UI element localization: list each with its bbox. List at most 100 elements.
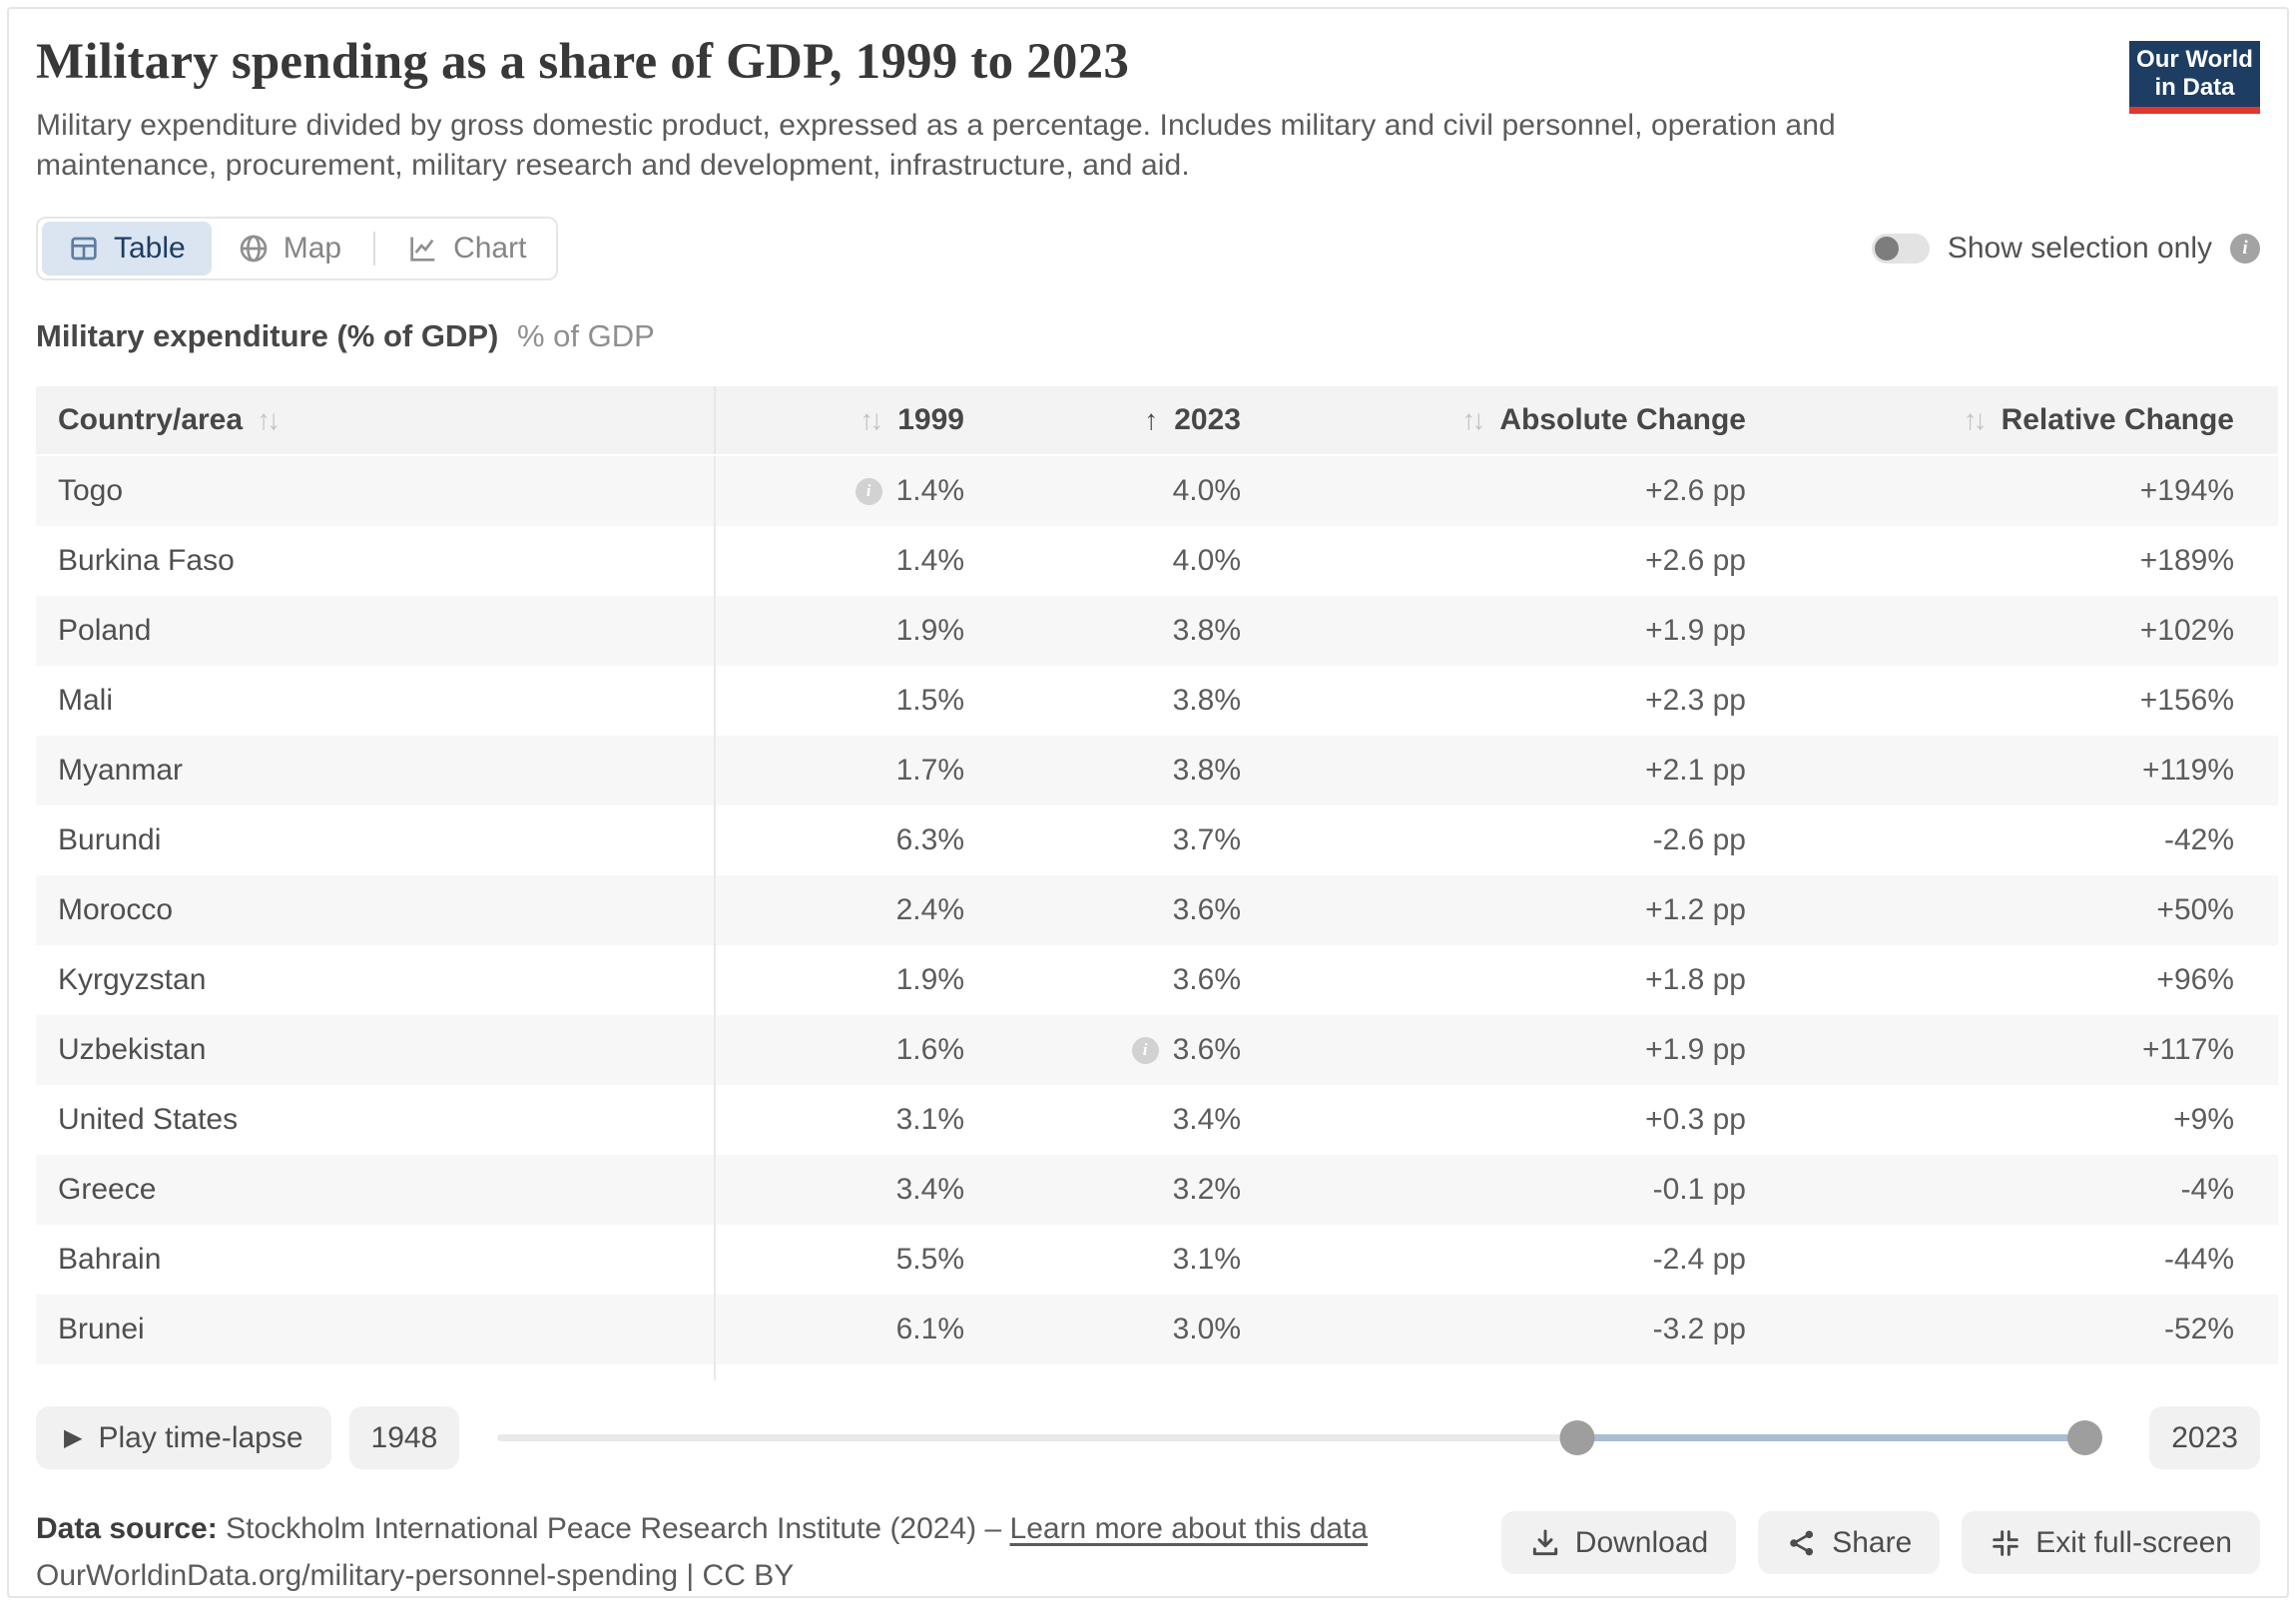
cell-relative-change: +117% — [1756, 1015, 2262, 1085]
table-row[interactable]: Mali 1.5% 3.8% +2.3 pp +156% — [36, 666, 2278, 737]
cell-2023: 3.7% — [974, 805, 1251, 875]
view-tab-group: Table Map Chart — [36, 217, 559, 281]
line-chart-icon — [410, 238, 435, 263]
column-header-2023-label: 2023 — [1174, 403, 1241, 437]
owid-logo[interactable]: Our World in Data — [2129, 41, 2260, 114]
cell-2023: 3.6% — [974, 945, 1251, 1015]
cell-absolute-change-value: +1.9 pp — [1645, 1033, 1746, 1067]
end-year-box[interactable]: 2023 — [2149, 1406, 2260, 1470]
cell-country-value: Bahrain — [58, 1243, 162, 1277]
cell-country: Brunei — [36, 1295, 716, 1365]
cell-country-value: Burkina Faso — [58, 544, 235, 578]
share-icon — [1790, 1530, 1814, 1556]
tab-table[interactable]: Table — [42, 222, 212, 276]
cell-absolute-change-value: +0.3 pp — [1645, 1103, 1746, 1137]
cell-1999-value: 3.1% — [895, 1103, 964, 1137]
cell-relative-change: -52% — [1756, 1295, 2262, 1364]
table-row[interactable]: Myanmar 1.7% 3.8% +2.1 pp +119% — [36, 736, 2278, 806]
cell-2023-value: 3.1% — [1172, 1243, 1241, 1277]
table-row[interactable]: Morocco 2.4% 3.6% +1.2 pp +50% — [36, 875, 2278, 946]
cell-relative-change-value: +96% — [2156, 963, 2234, 997]
learn-more-link[interactable]: Learn more about this data — [1009, 1512, 1369, 1546]
table-row[interactable]: Burkina Faso 1.4% 4.0% +2.6 pp +189% — [36, 526, 2278, 597]
cell-absolute-change: +1.2 pp — [1251, 875, 1756, 945]
cell-1999: 1.9% — [716, 596, 974, 666]
cell-1999: i 1.4% — [716, 456, 974, 526]
cell-relative-change: +102% — [1756, 596, 2262, 666]
slider-handle-end[interactable] — [2067, 1420, 2103, 1456]
cell-relative-change: -42% — [1756, 805, 2262, 875]
play-timelapse-button[interactable]: ▶ Play time-lapse — [36, 1406, 331, 1470]
cell-country-value: Brunei — [58, 1313, 145, 1346]
sort-icon: ↑↓ — [1963, 404, 1988, 436]
cell-country: Uzbekistan — [36, 1015, 716, 1086]
cell-2023-value: 3.2% — [1172, 1173, 1241, 1207]
cell-2023-value: 3.0% — [1172, 1313, 1241, 1346]
sort-icon: ↑↓ — [257, 404, 281, 436]
cell-1999-value: 1.9% — [895, 614, 964, 648]
info-icon[interactable]: i — [1131, 1036, 1159, 1064]
table-row[interactable]: Togo i 1.4% 4.0% +2.6 pp +194% — [36, 456, 2278, 527]
show-selection-toggle[interactable] — [1871, 234, 1930, 265]
page-subtitle: Military expenditure divided by gross do… — [36, 108, 1836, 182]
column-header-country[interactable]: Country/area ↑↓ — [36, 386, 716, 455]
table-icon — [71, 238, 97, 261]
cell-relative-change: +96% — [1756, 945, 2262, 1015]
cell-absolute-change: +2.6 pp — [1251, 526, 1756, 596]
cell-relative-change-value: -4% — [2180, 1173, 2234, 1207]
column-header-2023[interactable]: ↑ 2023 — [974, 386, 1251, 454]
action-buttons: Download Share Exit full-screen — [1500, 1511, 2260, 1575]
cell-relative-change: +156% — [1756, 666, 2262, 736]
cell-country: Burkina Faso — [36, 526, 716, 597]
year-range-slider[interactable] — [497, 1406, 2103, 1469]
column-header-1999[interactable]: ↑↓ 1999 — [716, 386, 974, 454]
source-block: Data source: Stockholm International Pea… — [36, 1509, 1368, 1595]
table-row[interactable]: Poland 1.9% 3.8% +1.9 pp +102% — [36, 596, 2278, 667]
globe-icon — [240, 236, 268, 263]
cell-absolute-change: -0.1 pp — [1251, 1155, 1756, 1225]
cell-country: Bahrain — [36, 1225, 716, 1296]
table-row[interactable]: Bahrain 5.5% 3.1% -2.4 pp -44% — [36, 1225, 2278, 1296]
exit-fullscreen-button[interactable]: Exit full-screen — [1962, 1511, 2260, 1575]
slider-track-active[interactable] — [1577, 1434, 2086, 1442]
cell-country: Greece — [36, 1155, 716, 1226]
download-button[interactable]: Download — [1500, 1511, 1737, 1575]
cell-absolute-change: +2.1 pp — [1251, 736, 1756, 805]
cell-absolute-change-value: +2.1 pp — [1645, 754, 1746, 788]
info-icon[interactable]: i — [855, 477, 882, 505]
slider-handle-start[interactable] — [1559, 1420, 1595, 1456]
cell-relative-change: +9% — [1756, 1085, 2262, 1155]
tab-chart[interactable]: Chart — [381, 222, 552, 275]
cell-absolute-change-value: +1.2 pp — [1645, 893, 1746, 927]
cell-country-value: Myanmar — [58, 754, 184, 788]
cell-absolute-change: +2.6 pp — [1251, 456, 1756, 526]
table-row[interactable]: Kyrgyzstan 1.9% 3.6% +1.8 pp +96% — [36, 945, 2278, 1016]
cell-1999: 6.1% — [716, 1295, 974, 1364]
cell-country: Myanmar — [36, 736, 716, 806]
cell-1999-value: 1.7% — [895, 754, 964, 788]
tab-table-label: Table — [114, 232, 186, 266]
share-button[interactable]: Share — [1758, 1511, 1941, 1575]
table-row[interactable]: Burundi 6.3% 3.7% -2.6 pp -42% — [36, 805, 2278, 876]
slider-track[interactable] — [497, 1434, 2086, 1442]
cell-relative-change: +189% — [1756, 526, 2262, 596]
start-year-box[interactable]: 1948 — [348, 1406, 460, 1470]
selection-toggle-group: Show selection only i — [1871, 232, 2260, 266]
table-row[interactable]: Uzbekistan 1.6% i 3.6% +1.9 pp +117% — [36, 1015, 2278, 1086]
cell-relative-change-value: +156% — [2139, 684, 2234, 718]
cell-relative-change: -44% — [1756, 1225, 2262, 1295]
column-header-absolute-change[interactable]: ↑↓ Absolute Change — [1251, 386, 1756, 454]
cell-2023-value: 3.8% — [1172, 684, 1241, 718]
cell-absolute-change: +0.3 pp — [1251, 1085, 1756, 1155]
measure-title: Military expenditure (% of GDP) — [36, 318, 499, 354]
cell-relative-change-value: +9% — [2173, 1103, 2234, 1137]
timeline-controls: ▶ Play time-lapse 1948 2023 — [36, 1406, 2260, 1470]
column-header-country-label: Country/area — [58, 403, 244, 437]
info-icon[interactable]: i — [2230, 234, 2260, 265]
table-row[interactable]: Greece 3.4% 3.2% -0.1 pp -4% — [36, 1155, 2278, 1226]
cell-1999: 1.6% — [716, 1015, 974, 1085]
column-header-relative-change[interactable]: ↑↓ Relative Change — [1756, 386, 2262, 454]
table-row[interactable]: United States 3.1% 3.4% +0.3 pp +9% — [36, 1085, 2278, 1156]
table-row[interactable]: Brunei 6.1% 3.0% -3.2 pp -52% — [36, 1295, 2278, 1365]
tab-map[interactable]: Map — [212, 222, 367, 275]
